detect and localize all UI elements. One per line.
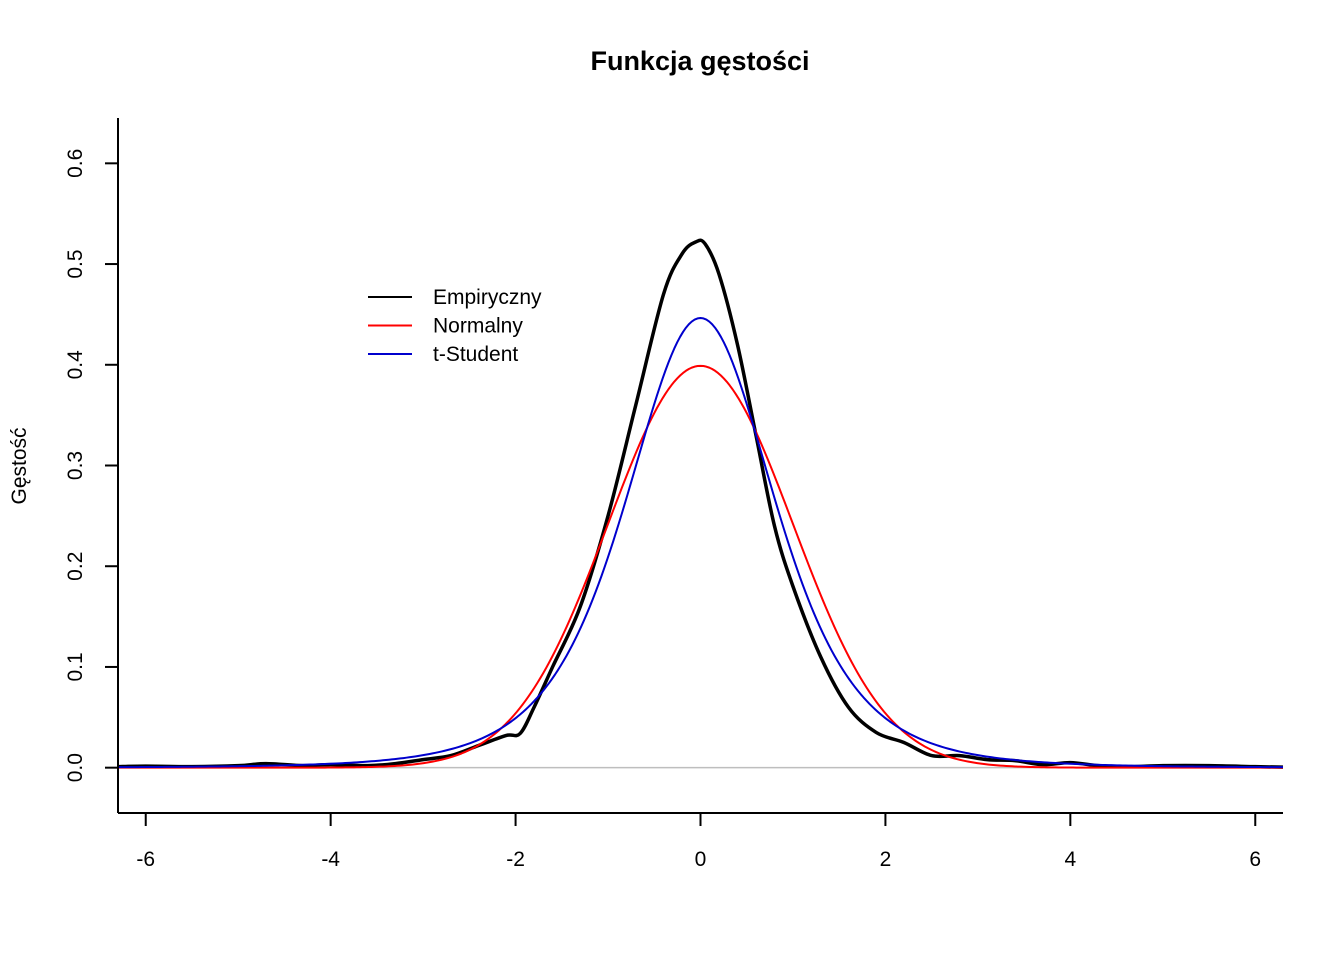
series-line-t-student	[117, 317, 1284, 769]
x-tick-label: -6	[136, 848, 155, 871]
y-tick-label: 0.4	[64, 350, 87, 380]
series-line-normalny	[118, 364, 1283, 769]
y-axis-label: Gęstość	[8, 427, 31, 504]
x-tick-label: -2	[506, 848, 525, 871]
x-tick-label: -4	[321, 848, 340, 871]
y-tick-label: 0.5	[64, 249, 87, 278]
legend-label: t-Student	[433, 343, 518, 366]
series-layer	[117, 238, 1284, 769]
legend-label: Empiryczny	[433, 286, 542, 309]
x-tick-label: 6	[1249, 848, 1261, 871]
legend-label: Normalny	[433, 315, 523, 338]
x-tick-label: 4	[1064, 848, 1076, 871]
y-tick-label: 0.2	[64, 552, 87, 581]
x-axis: -6 -4 -2 0 2 4 6	[136, 813, 1261, 871]
plot-frame	[118, 118, 1283, 813]
y-tick-label: 0.6	[64, 149, 87, 178]
chart-title: Funkcja gęstości	[590, 46, 809, 76]
x-tick-label: 0	[695, 848, 707, 871]
x-tick-label: 2	[880, 848, 892, 871]
legend: Empiryczny Normalny t-Student	[368, 286, 542, 366]
series-line-empiryczny	[117, 238, 1284, 769]
y-tick-label: 0.0	[64, 753, 87, 782]
y-tick-label: 0.1	[64, 652, 87, 681]
y-tick-label: 0.3	[64, 451, 87, 480]
y-axis: 0.0 0.1 0.2 0.3 0.4 0.5 0.6	[64, 149, 118, 782]
